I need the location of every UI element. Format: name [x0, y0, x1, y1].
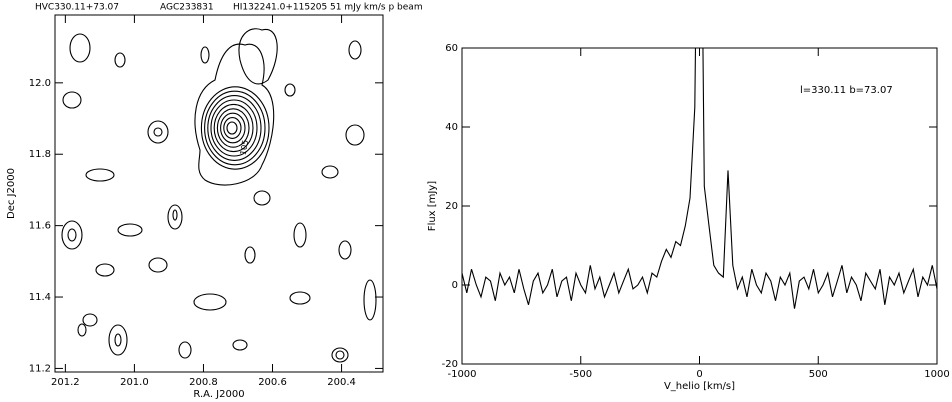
- y-tick-label: 40: [445, 122, 458, 133]
- chart-title: HVC330.11+73.07: [35, 3, 119, 13]
- x-tick-label: 1000: [924, 369, 949, 380]
- contour: [67, 228, 77, 242]
- y-tick-label: 11.2: [29, 363, 51, 374]
- plot-frame: [54, 14, 384, 373]
- x-axis-label: V_helio [km/s]: [664, 381, 735, 392]
- contour: [117, 223, 143, 237]
- y-tick-label: 20: [445, 201, 458, 212]
- y-axis-label: Dec J2000: [6, 168, 17, 219]
- contour: [200, 86, 270, 170]
- contour: [62, 91, 82, 109]
- chart-title: 51 mJy km/s p beam: [330, 3, 423, 13]
- y-tick-label: 11.8: [29, 149, 51, 160]
- x-tick-label: 201.0: [120, 377, 149, 388]
- contour: [244, 246, 256, 264]
- contour: [204, 90, 266, 166]
- contour-label: 105: [239, 139, 251, 156]
- contour: [114, 333, 122, 347]
- contour: [293, 222, 307, 248]
- contour: [69, 33, 91, 63]
- y-axis-label: Flux [mJy]: [427, 181, 438, 231]
- x-tick-label: 200.8: [189, 377, 218, 388]
- contour: [77, 323, 87, 337]
- contour: [331, 347, 349, 363]
- x-tick-label: 200.6: [258, 377, 287, 388]
- contour: [210, 99, 258, 157]
- chart-title: AGC233831: [160, 3, 214, 13]
- contour: [194, 43, 275, 186]
- contour: [338, 240, 352, 260]
- contour: [348, 40, 362, 60]
- contour: [207, 95, 262, 161]
- contour: [363, 279, 377, 321]
- contour: [147, 120, 169, 144]
- x-tick-label: -500: [569, 369, 592, 380]
- line-area: [462, 48, 937, 309]
- contour: [238, 28, 278, 85]
- contour: [95, 263, 115, 277]
- x-axis-label: R.A. J2000: [193, 389, 244, 400]
- chart-title: HI132241.0+115205: [233, 3, 327, 13]
- contour: [284, 83, 296, 97]
- contour: [108, 324, 128, 356]
- x-tick-label: 500: [809, 369, 828, 380]
- contour: [167, 204, 183, 230]
- contour: [178, 341, 192, 359]
- contour: [253, 190, 271, 206]
- contour: [148, 257, 168, 273]
- contour: [200, 46, 210, 64]
- contour: [335, 350, 345, 360]
- y-tick-label: 11.4: [29, 292, 51, 303]
- x-tick-label: -1000: [447, 369, 476, 380]
- x-tick-label: 0: [696, 369, 702, 380]
- annotation: l=330.11 b=73.07: [800, 85, 893, 96]
- x-tick-label: 200.4: [327, 377, 356, 388]
- contour: [213, 103, 254, 153]
- spectrum-line: [462, 48, 937, 309]
- y-tick-label: 11.6: [29, 221, 51, 232]
- contour: [216, 108, 250, 148]
- contour: [193, 293, 227, 311]
- contour: [172, 209, 178, 221]
- contour: [61, 220, 83, 250]
- y-tick-label: 0: [452, 280, 458, 291]
- contour: [85, 168, 115, 182]
- contour: [223, 117, 242, 139]
- contours: 105: [61, 28, 377, 363]
- y-tick-label: 60: [445, 43, 458, 54]
- contour: [289, 291, 311, 305]
- contour: [82, 313, 98, 327]
- contour: [220, 112, 246, 144]
- x-tick-label: 201.2: [51, 377, 80, 388]
- y-tick-label: -20: [442, 359, 458, 370]
- contour: [226, 121, 238, 135]
- contour: [153, 127, 163, 137]
- contour: [232, 339, 248, 351]
- contour: [345, 124, 365, 146]
- contour: [114, 52, 126, 68]
- y-tick-label: 12.0: [29, 78, 51, 89]
- contour: [321, 165, 339, 179]
